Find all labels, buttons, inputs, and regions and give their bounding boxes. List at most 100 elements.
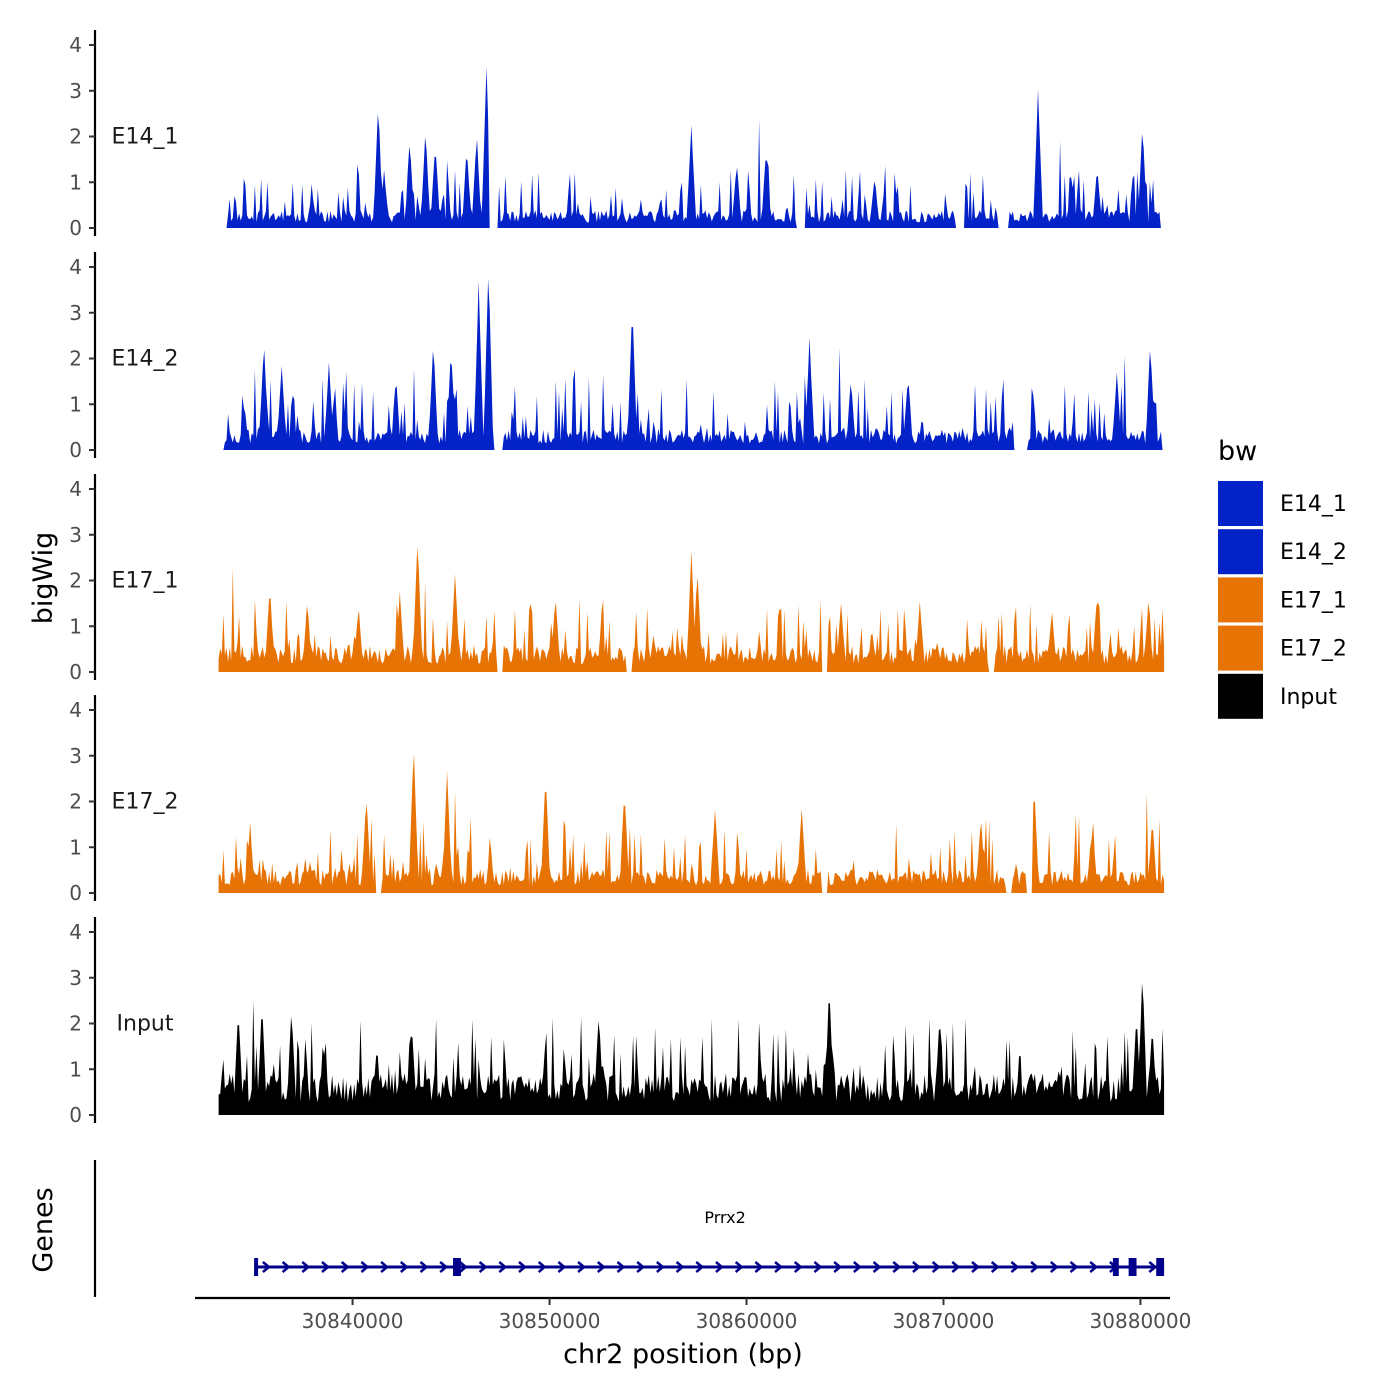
y-tick-label: 0: [69, 881, 82, 905]
strand-arrow: [321, 1261, 330, 1273]
signal-area-e17_2: [218, 754, 1165, 893]
strand-arrow: [872, 1261, 882, 1273]
y-tick-label: 3: [69, 744, 82, 768]
y-tick-label: 1: [69, 392, 82, 416]
y-tick-label: 4: [69, 255, 82, 279]
strand-arrow: [754, 1261, 764, 1273]
strand-arrow: [1148, 1261, 1158, 1273]
signal-area-e14_2: [218, 279, 1165, 450]
strand-arrow: [656, 1261, 665, 1273]
legend-swatch-input: [1218, 673, 1263, 719]
legend-label-e17_2: E17_2: [1280, 637, 1347, 662]
strand-arrow: [419, 1261, 429, 1273]
strand-arrow: [518, 1261, 527, 1273]
legend: bw E14_1 E14_2 E17_1 E17_2 Input: [1218, 436, 1347, 719]
strand-arrow: [695, 1261, 705, 1273]
legend-swatch-e17_1: [1218, 577, 1263, 623]
signal-area-e14_1: [218, 66, 1165, 229]
strand-arrow: [971, 1261, 980, 1273]
y-tick-label: 0: [69, 438, 82, 462]
legend-label-e17_1: E17_1: [1280, 588, 1347, 613]
y-tick-label: 3: [69, 79, 82, 103]
strand-arrow: [380, 1261, 390, 1273]
y-tick-label: 1: [69, 835, 82, 859]
track-panels: 0 1 2 3 4 E14_1 0 1 2 3 4 E14_2 0 1 2 3 4 E17_1 0 1 2 3 4 E17_2…: [69, 30, 1165, 1127]
gene-panel: Prrx2: [93, 1160, 1165, 1297]
strand-arrow: [853, 1261, 862, 1273]
y-tick-label: 2: [69, 569, 82, 593]
legend-label-input: Input: [1280, 685, 1337, 710]
strand-arrow: [813, 1261, 823, 1273]
strand-arrow: [537, 1261, 547, 1273]
x-tick-label: 30850000: [499, 1309, 601, 1333]
y-tick-label: 4: [69, 477, 82, 501]
track-label: E17_2: [112, 790, 179, 815]
track-e14_2: 0 1 2 3 4 E14_2: [69, 252, 1165, 462]
y-tick-label: 2: [69, 347, 82, 371]
gene-exon: [453, 1258, 461, 1276]
strand-arrow: [281, 1261, 291, 1273]
gene-name-label: Prrx2: [704, 1208, 745, 1227]
y-tick-label: 0: [69, 216, 82, 240]
legend-swatch-e14_1: [1218, 481, 1263, 526]
strand-arrow: [636, 1261, 646, 1273]
strand-arrow: [715, 1261, 724, 1273]
track-e17_1: 0 1 2 3 4 E17_1: [69, 474, 1165, 684]
strand-arrow: [498, 1261, 508, 1273]
strand-arrow: [360, 1261, 370, 1273]
legend-label-e14_1: E14_1: [1280, 492, 1347, 517]
strand-arrow: [596, 1261, 606, 1273]
signal-area-input: [218, 983, 1165, 1115]
track-label: E14_1: [112, 125, 179, 150]
y-tick-label: 2: [69, 1012, 82, 1036]
track-e17_2: 0 1 2 3 4 E17_2: [69, 695, 1165, 905]
y-tick-label: 1: [69, 614, 82, 638]
y-tick-label: 0: [69, 660, 82, 684]
y-tick-label: 1: [69, 1057, 82, 1081]
strand-arrow: [1089, 1261, 1099, 1273]
strand-arrow: [1030, 1261, 1040, 1273]
strand-arrow: [1010, 1261, 1020, 1273]
strand-arrow: [459, 1261, 468, 1273]
track-input: 0 1 2 3 4 Input: [69, 917, 1165, 1127]
track-label: Input: [117, 1012, 174, 1037]
gene-exon: [1128, 1258, 1137, 1276]
strand-arrow: [577, 1261, 587, 1273]
strand-arrow: [931, 1261, 941, 1273]
signal-area-e17_1: [218, 547, 1165, 672]
genes-axis-title: Genes: [28, 1187, 59, 1272]
y-tick-label: 4: [69, 920, 82, 944]
strand-arrow: [951, 1261, 961, 1273]
strand-arrow: [399, 1261, 409, 1273]
y-tick-label: 1: [69, 170, 82, 194]
y-tick-label: 3: [69, 523, 82, 547]
x-axis: 30840000 30850000 30860000 30870000 30880000: [195, 1296, 1192, 1333]
y-tick-label: 4: [69, 698, 82, 722]
strand-arrow: [675, 1261, 685, 1273]
x-tick-label: 30880000: [1090, 1309, 1192, 1333]
strand-arrow: [557, 1261, 567, 1273]
strand-arrow: [833, 1261, 843, 1273]
strand-arrow: [616, 1261, 626, 1273]
y-tick-label: 3: [69, 966, 82, 990]
x-tick-label: 30840000: [302, 1309, 404, 1333]
y-tick-label: 2: [69, 790, 82, 814]
strand-arrow: [1069, 1261, 1079, 1273]
y-tick-label: 2: [69, 125, 82, 149]
gene-exon: [1156, 1258, 1165, 1276]
legend-title: bw: [1218, 436, 1257, 467]
legend-swatch-e14_2: [1218, 529, 1263, 575]
strand-arrow: [1049, 1261, 1059, 1273]
strand-arrow: [793, 1261, 803, 1273]
track-e14_1: 0 1 2 3 4 E14_1: [69, 30, 1165, 240]
track-label: E17_1: [112, 569, 179, 594]
x-tick-label: 30870000: [893, 1309, 995, 1333]
strand-arrow: [340, 1261, 350, 1273]
strand-arrow: [990, 1261, 1000, 1273]
y-tick-label: 4: [69, 33, 82, 57]
strand-arrow: [478, 1261, 488, 1273]
legend-label-e14_2: E14_2: [1280, 540, 1347, 565]
strand-arrow: [774, 1261, 783, 1273]
strand-arrow: [912, 1261, 921, 1273]
